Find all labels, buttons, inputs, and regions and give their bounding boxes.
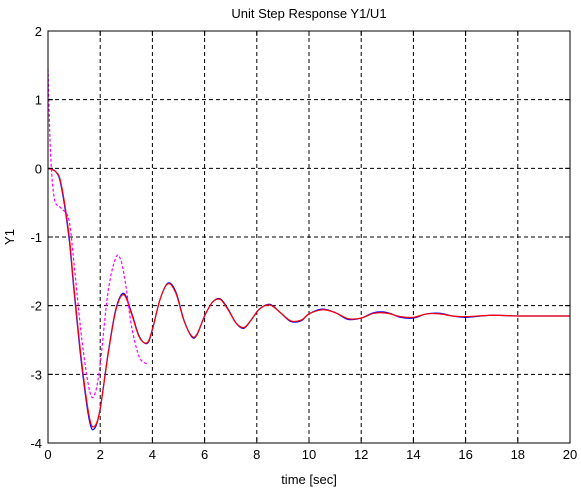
series-magenta-dashed-line: [47, 68, 148, 399]
x-tick-label: 8: [253, 447, 260, 462]
y-tick-label: 2: [35, 24, 42, 39]
x-tick-label: 14: [406, 447, 420, 462]
series-red-line: [47, 167, 570, 428]
x-tick-label: 16: [458, 447, 472, 462]
x-tick-label: 4: [149, 447, 156, 462]
x-tick-label: 6: [201, 447, 208, 462]
x-tick-label: 2: [97, 447, 104, 462]
y-tick-label: 1: [35, 93, 42, 108]
x-tick-label: 18: [511, 447, 525, 462]
y-tick-label: 0: [35, 161, 42, 176]
y-tick-label: -4: [30, 436, 42, 451]
x-tick-label: 10: [302, 447, 316, 462]
x-tick-label: 0: [44, 447, 51, 462]
plot-series: [47, 68, 570, 431]
y-tick-label: -2: [30, 299, 42, 314]
y-axis-label: Y1: [2, 229, 17, 245]
chart-title: Unit Step Response Y1/U1: [231, 6, 386, 21]
x-tick-label: 20: [563, 447, 577, 462]
x-tick-label: 12: [354, 447, 368, 462]
y-tick-label: -1: [30, 230, 42, 245]
grid: [48, 31, 570, 443]
y-tick-label: -3: [30, 367, 42, 382]
x-axis-label: time [sec]: [281, 472, 337, 487]
